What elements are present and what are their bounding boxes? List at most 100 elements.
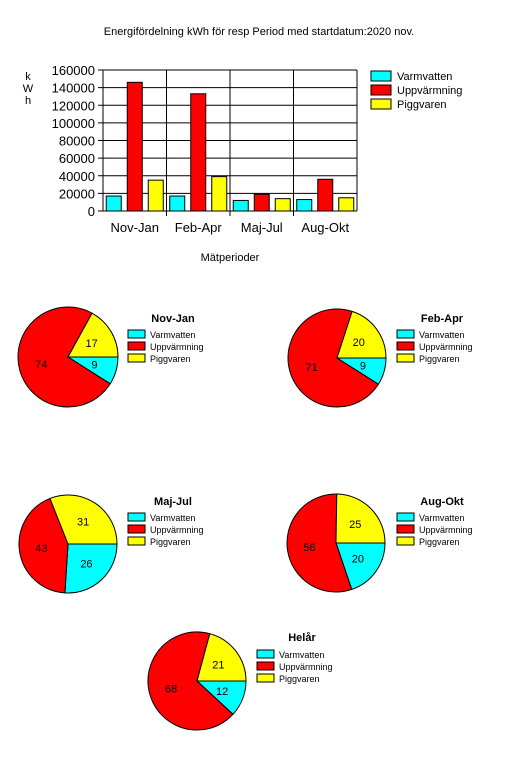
legend-swatch — [370, 98, 392, 110]
pie-value-label: 9 — [360, 361, 366, 373]
pie-title: Aug-Okt — [420, 496, 464, 508]
bar-Aug-Okt-1 — [317, 178, 334, 212]
pie-legend-swatch — [256, 673, 275, 683]
y-tick-label: 140000 — [52, 81, 95, 96]
pie-value-label: 26 — [80, 559, 92, 571]
pie-value-label: 21 — [212, 660, 224, 672]
pie-legend-swatch — [396, 524, 415, 534]
y-axis-label-char: W — [23, 83, 34, 95]
pie-title: Feb-Apr — [421, 313, 464, 325]
pie-legend-label: Uppvärmning — [419, 525, 473, 535]
y-tick-label: 100000 — [52, 116, 95, 131]
pie-legend-swatch — [127, 329, 146, 339]
pie-slice-uppvärmning — [286, 493, 353, 593]
pie-value-label: 56 — [303, 542, 315, 554]
bar-Maj-Jul-2 — [274, 198, 291, 212]
bar-Maj-Jul-0 — [232, 199, 249, 212]
pie-legend-label: Varmvatten — [419, 513, 464, 523]
y-tick-label: 20000 — [59, 186, 95, 201]
bar-legend: Varmvatten Uppvärmning Piggvaren — [370, 70, 462, 111]
bar-Feb-Apr-0 — [169, 195, 186, 212]
pie-legend-label: Uppvärmning — [150, 525, 204, 535]
pie-title: Helår — [288, 632, 316, 644]
y-axis-label-char: h — [25, 95, 31, 107]
pie-slice-piggvaren — [196, 633, 247, 682]
bar-Aug-Okt-2 — [338, 197, 355, 212]
pie-value-label: 20 — [353, 337, 365, 349]
pie-title: Nov-Jan — [151, 313, 195, 325]
pie-legend-swatch — [127, 353, 146, 363]
bar-Nov-Jan-0 — [105, 195, 122, 212]
y-axis-label: kWh — [23, 71, 34, 107]
x-tick-label: Nov-Jan — [111, 220, 159, 235]
x-axis-label: Mätperioder — [201, 252, 260, 264]
pie-legend-label: Uppvärmning — [150, 342, 204, 352]
legend-label: Varmvatten — [397, 71, 452, 83]
legend-label: Uppvärmning — [397, 85, 462, 97]
bar-Feb-Apr-1 — [190, 93, 207, 212]
bar-chart-title: Energifördelning kWh för resp Period med… — [104, 26, 414, 38]
pie-slice-piggvaren — [335, 493, 386, 544]
pie-legend-label: Varmvatten — [419, 330, 464, 340]
y-tick-label: 0 — [88, 204, 95, 219]
pie-legend-swatch — [256, 661, 275, 671]
pie-legend-swatch — [396, 536, 415, 546]
pie-value-label: 68 — [165, 683, 177, 695]
y-axis-label-char: k — [25, 71, 31, 83]
bar-series-group — [105, 81, 355, 212]
pie-slice-uppvärmning — [18, 497, 69, 594]
pie-slice-uppvärmning — [17, 306, 111, 408]
pie-value-label: 43 — [35, 543, 47, 555]
y-tick-label: 60000 — [59, 151, 95, 166]
legend-swatch — [370, 70, 392, 82]
pie-value-label: 12 — [216, 686, 228, 698]
pie-value-label: 20 — [352, 554, 364, 566]
pie-slice-piggvaren — [336, 310, 387, 359]
pie-legend-label: Uppvärmning — [419, 342, 473, 352]
bar-Feb-Apr-2 — [211, 176, 228, 212]
pie-value-label: 31 — [77, 517, 89, 529]
bar-Aug-Okt-0 — [296, 199, 313, 212]
y-tick-label: 160000 — [52, 63, 95, 78]
legend-label: Piggvaren — [397, 99, 447, 111]
y-tick-label: 40000 — [59, 169, 95, 184]
pie-value-label: 74 — [35, 359, 47, 371]
bar-Nov-Jan-1 — [126, 81, 143, 212]
pie-slice-uppvärmning — [287, 308, 380, 408]
pie-value-label: 25 — [349, 519, 361, 531]
legend-swatch — [370, 84, 392, 96]
y-tick-label: 120000 — [52, 98, 95, 113]
pie-legend-label: Piggvaren — [150, 537, 191, 547]
x-tick-label: Feb-Apr — [175, 220, 223, 235]
pie-legend-label: Varmvatten — [279, 650, 324, 660]
pie-slice-piggvaren — [49, 494, 118, 545]
pie-value-label: 71 — [306, 362, 318, 374]
pie-legend-swatch — [396, 353, 415, 363]
pie-legend-swatch — [256, 649, 275, 659]
x-tick-label: Aug-Okt — [301, 220, 349, 235]
pie-slice-uppvärmning — [147, 631, 234, 731]
pie-slice-piggvaren — [67, 312, 119, 358]
bar-Maj-Jul-1 — [253, 193, 270, 212]
pie-legend-label: Varmvatten — [150, 330, 195, 340]
pie-legend-label: Varmvatten — [150, 513, 195, 523]
pie-legend-swatch — [396, 329, 415, 339]
x-tick-label: Maj-Jul — [241, 220, 283, 235]
pie-legend-swatch — [396, 341, 415, 351]
pie-legend-swatch — [127, 524, 146, 534]
pie-chart-aug-okt: 20 56 25 Aug-Okt Varmvatten Uppvärmning Piggva… — [286, 493, 473, 593]
pie-legend-label: Uppvärmning — [279, 662, 333, 672]
pie-title: Maj-Jul — [154, 496, 192, 508]
pie-legend-label: Piggvaren — [279, 674, 320, 684]
bar-Nov-Jan-2 — [147, 179, 164, 212]
pie-legend-label: Piggvaren — [150, 354, 191, 364]
pie-legend-swatch — [127, 536, 146, 546]
pie-legend-swatch — [127, 341, 146, 351]
pie-legend-swatch — [396, 512, 415, 522]
pie-value-label: 17 — [86, 338, 98, 350]
pie-legend-label: Piggvaren — [419, 354, 460, 364]
pie-chart-helår: 12 68 21 Helår Varmvatten Uppvärmning Piggvare… — [147, 631, 333, 731]
pie-chart-maj-jul: 26 43 31 Maj-Jul Varmvatten Uppvärmning Piggva… — [18, 494, 204, 594]
pie-legend-swatch — [127, 512, 146, 522]
